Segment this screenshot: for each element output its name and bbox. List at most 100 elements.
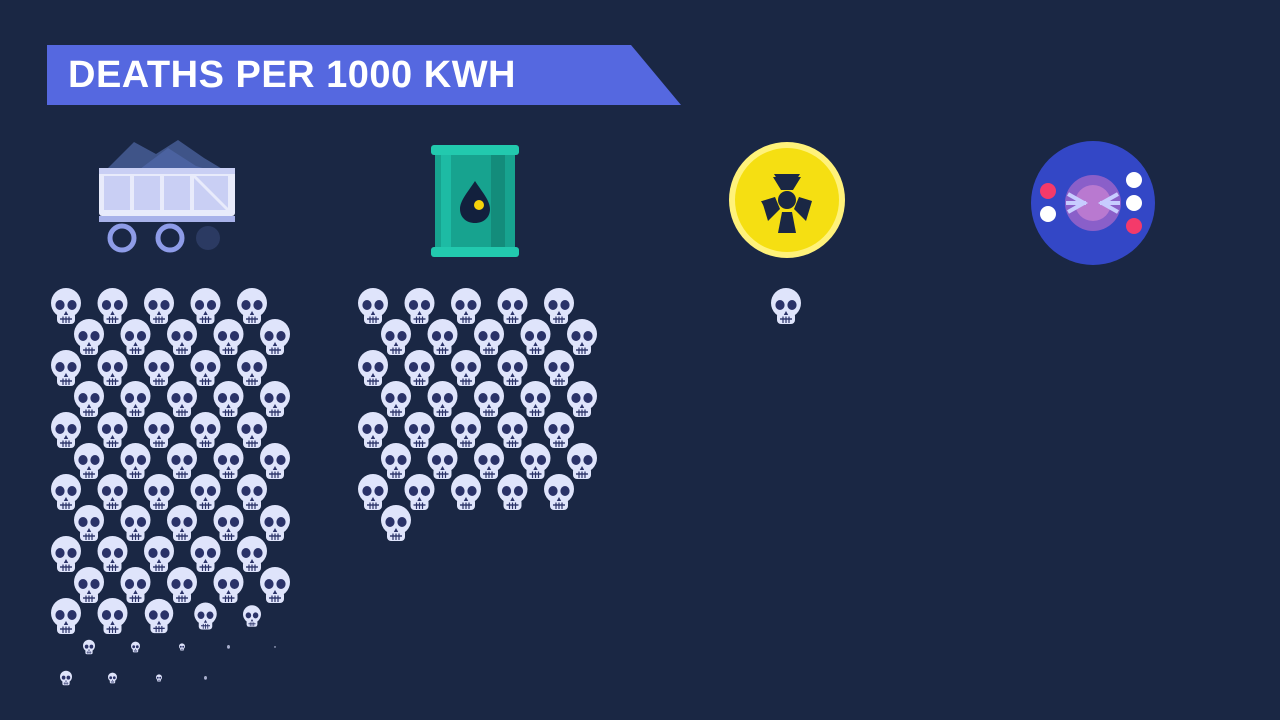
skull-icon	[358, 350, 388, 386]
skull-icon	[213, 319, 244, 355]
skull-icon	[74, 505, 104, 541]
skull-icon	[544, 412, 574, 448]
skull-icon	[260, 443, 290, 479]
skull-icon	[97, 536, 128, 572]
skull-icon	[260, 381, 290, 417]
skull-icon	[404, 350, 435, 386]
skull-icon	[167, 381, 197, 417]
skull-icon	[97, 288, 128, 324]
skull-icon	[451, 412, 481, 448]
skull-icon	[567, 319, 597, 355]
skull-icon	[167, 319, 197, 355]
skull-icon	[237, 536, 267, 572]
skull-icon	[213, 443, 244, 479]
skull-icon	[227, 645, 230, 649]
skull-icon	[451, 350, 481, 386]
radiation-icon	[729, 142, 845, 258]
skull-icon	[97, 474, 128, 510]
skull-icon	[381, 443, 411, 479]
skull-icon	[381, 505, 411, 541]
skull-icon	[274, 646, 276, 648]
skull-icon	[51, 412, 81, 448]
page-title: DEATHS PER 1000 KWH	[68, 54, 517, 96]
skull-icon	[51, 598, 81, 634]
skull-icon	[427, 319, 458, 355]
skull-icon	[474, 443, 504, 479]
skull-icon	[74, 443, 104, 479]
skull-icon	[260, 505, 290, 541]
skull-icon	[237, 288, 267, 324]
skull-icon	[381, 381, 411, 417]
skull-icon	[497, 288, 528, 324]
skull-icon	[213, 505, 244, 541]
skull-icon	[51, 536, 81, 572]
skull-icon	[260, 319, 290, 355]
skull-icon	[358, 288, 388, 324]
skull-icon	[131, 641, 140, 653]
skull-icon	[567, 443, 597, 479]
skull-icon	[190, 412, 221, 448]
skull-icon	[144, 412, 174, 448]
skull-icon	[260, 567, 290, 603]
skull-icon	[51, 474, 81, 510]
banner-shape	[47, 45, 681, 105]
skull-icon	[74, 567, 104, 603]
skull-icon	[451, 288, 481, 324]
skull-icon	[144, 536, 174, 572]
skull-icon	[427, 443, 458, 479]
skull-icon	[404, 412, 435, 448]
skull-icon	[237, 412, 267, 448]
coal-cart-icon	[99, 140, 235, 253]
skull-icon	[237, 474, 267, 510]
skull-icon	[520, 319, 551, 355]
skull-icon	[190, 288, 221, 324]
skull-icon	[74, 381, 104, 417]
oil-barrel-icon	[431, 145, 519, 257]
skull-icon	[51, 288, 81, 324]
skull-icon	[120, 381, 151, 417]
skull-icon	[404, 288, 435, 324]
skull-icon	[120, 505, 151, 541]
skull-icon	[83, 639, 95, 655]
skull-icon	[520, 443, 551, 479]
skull-icon	[520, 381, 551, 417]
skull-icon	[190, 474, 221, 510]
skull-icon	[213, 567, 244, 603]
skull-icon	[144, 350, 174, 386]
skull-icon	[167, 505, 197, 541]
skull-icon	[771, 288, 801, 324]
skull-icon	[204, 676, 207, 680]
skull-icon	[237, 350, 267, 386]
skull-icon	[144, 598, 174, 634]
skull-icon	[51, 350, 81, 386]
skull-icon	[74, 319, 104, 355]
skull-icon	[120, 319, 151, 355]
skull-icon	[120, 443, 151, 479]
skull-icon	[474, 319, 504, 355]
skull-icon	[381, 319, 411, 355]
skull-icon	[213, 381, 244, 417]
skull-icon	[427, 381, 458, 417]
skull-icon	[144, 474, 174, 510]
skull-icon	[108, 672, 117, 684]
skull-icon	[60, 670, 72, 686]
skull-icon	[497, 474, 528, 510]
skull-icon	[97, 598, 128, 634]
skull-icon	[497, 350, 528, 386]
skull-icon	[567, 381, 597, 417]
skull-icon	[474, 381, 504, 417]
skull-icon	[194, 602, 217, 630]
skull-icon	[544, 350, 574, 386]
fusion-icon	[1031, 141, 1155, 265]
skull-icon	[97, 350, 128, 386]
skull-icon	[544, 474, 574, 510]
skull-icon	[404, 474, 435, 510]
skull-icon	[120, 567, 151, 603]
skull-icon	[190, 536, 221, 572]
skull-icon	[544, 288, 574, 324]
skull-icon	[451, 474, 481, 510]
skull-icon	[358, 412, 388, 448]
skull-icon	[167, 567, 197, 603]
skull-icon	[190, 350, 221, 386]
